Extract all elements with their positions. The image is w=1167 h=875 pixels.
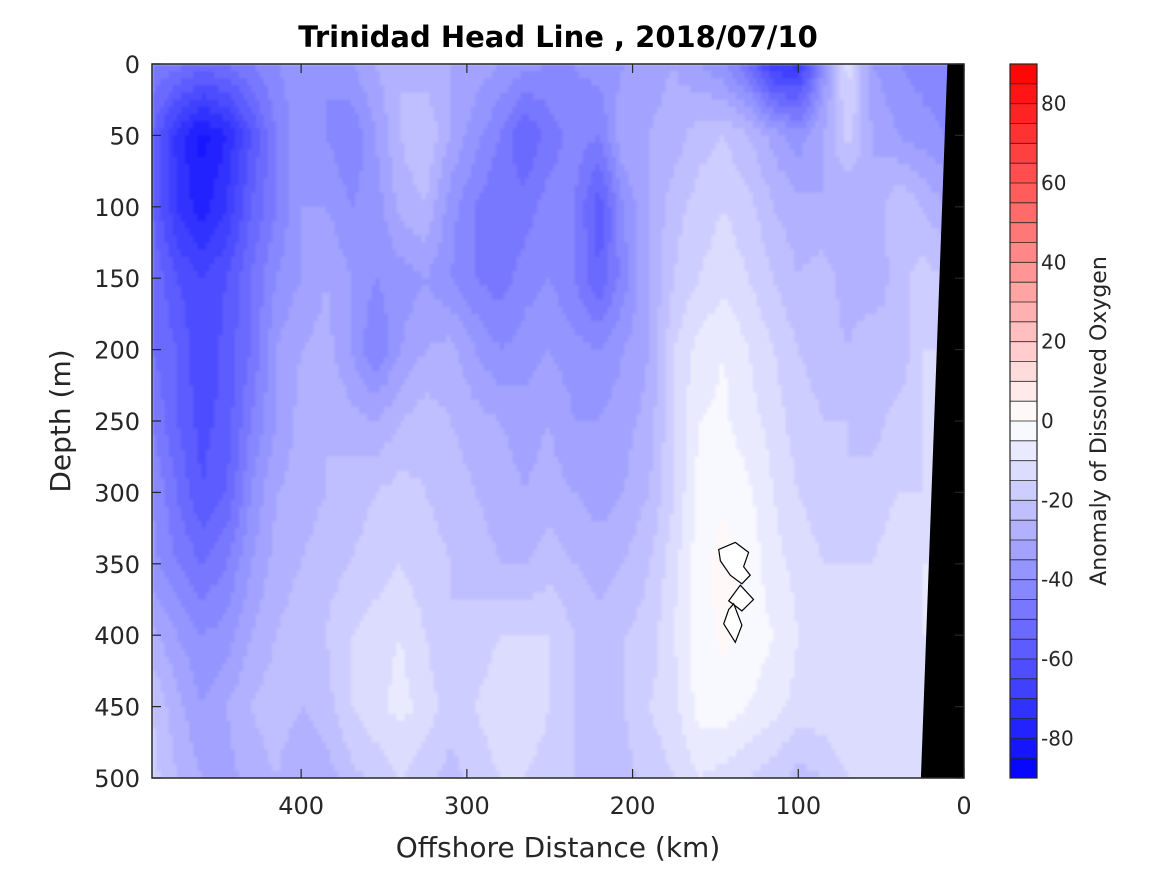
colorbar-band: [1010, 381, 1037, 402]
y-tick-label: 450: [94, 694, 140, 722]
x-tick-label: 100: [775, 792, 821, 820]
y-tick-label: 300: [94, 479, 140, 507]
colorbar-band: [1010, 460, 1037, 481]
colorbar-tick-label: -80: [1041, 726, 1074, 750]
colorbar-band: [1010, 659, 1037, 680]
colorbar-tick-label: 80: [1041, 92, 1066, 116]
y-tick-label: 500: [94, 765, 140, 793]
anomaly-field: [152, 64, 964, 778]
colorbar: -80 -60 -40 -20 0 20 40 60 80: [1009, 63, 1074, 779]
coastline-mask: [920, 64, 964, 778]
colorbar-band: [1010, 480, 1037, 501]
y-tick-label: 100: [94, 194, 140, 222]
colorbar-band: [1010, 163, 1037, 184]
x-tick-label: 0: [956, 792, 971, 820]
colorbar-band: [1010, 619, 1037, 640]
colorbar-tick-label: -20: [1041, 488, 1074, 512]
colorbar-label: Anomaly of Dissolved Oxygen: [1087, 256, 1112, 586]
colorbar-band: [1010, 202, 1037, 224]
colorbar-band: [1010, 401, 1037, 422]
colorbar-band: [1010, 302, 1037, 323]
colorbar-band: [1010, 222, 1037, 243]
x-tick-label: 400: [278, 792, 324, 820]
colorbar-tick-label: -40: [1041, 568, 1074, 592]
colorbar-band: [1010, 341, 1037, 362]
colorbar-band: [1010, 738, 1037, 759]
colorbar-tick-label: 40: [1041, 250, 1066, 274]
colorbar-band: [1010, 520, 1037, 541]
colorbar-band: [1010, 440, 1037, 462]
colorbar-band: [1010, 540, 1037, 561]
colorbar-band: [1010, 262, 1037, 283]
y-tick-label: 350: [94, 551, 140, 579]
colorbar-tick-label: 60: [1041, 171, 1066, 195]
colorbar-band: [1010, 123, 1037, 144]
colorbar-tick-label: 20: [1041, 330, 1066, 354]
colorbar-band: [1010, 421, 1037, 442]
colorbar-band: [1010, 579, 1037, 600]
y-tick-label: 200: [94, 337, 140, 365]
colorbar-band: [1010, 500, 1037, 521]
colorbar-band: [1010, 678, 1037, 700]
colorbar-band: [1010, 698, 1037, 719]
colorbar-frame: [1009, 63, 1038, 779]
colorbar-band: [1010, 321, 1037, 343]
x-tick-label: 200: [610, 792, 656, 820]
chart-title: Trinidad Head Line , 2018/07/10: [298, 20, 818, 54]
x-axis-label: Offshore Distance (km): [396, 831, 721, 864]
colorbar-band: [1010, 183, 1037, 204]
y-tick-label: 250: [94, 408, 140, 436]
y-tick-label: 0: [125, 51, 140, 79]
colorbar-band: [1010, 64, 1037, 85]
y-axis-label: Depth (m): [44, 349, 77, 492]
colorbar-band: [1010, 242, 1037, 263]
colorbar-band: [1010, 758, 1037, 779]
zero-contour-lines: [718, 541, 755, 644]
colorbar-band: [1010, 361, 1037, 382]
colorbar-tick-label: -60: [1041, 647, 1074, 671]
colorbar-band: [1010, 282, 1037, 303]
colorbar-band: [1010, 103, 1037, 124]
colorbar-band: [1010, 143, 1037, 164]
x-axis: 400 300 200 100 0: [278, 64, 972, 820]
coastline-land: [920, 64, 964, 778]
zero-contour-0: [718, 541, 751, 585]
colorbar-band: [1010, 718, 1037, 739]
colorbar-tick-label: 0: [1041, 409, 1054, 433]
y-tick-label: 50: [109, 122, 140, 150]
colorbar-band: [1010, 639, 1037, 660]
y-axis: 0 50 100 150 200 250 300 350 400 450 500: [94, 51, 964, 793]
x-tick-label: 300: [444, 792, 490, 820]
colorbar-band: [1010, 83, 1037, 105]
zero-contour-2: [723, 602, 743, 644]
y-tick-label: 400: [94, 622, 140, 650]
colorbar-band: [1010, 599, 1037, 620]
colorbar-band: [1010, 559, 1037, 581]
zero-contour-1: [727, 584, 755, 612]
y-tick-label: 150: [94, 265, 140, 293]
